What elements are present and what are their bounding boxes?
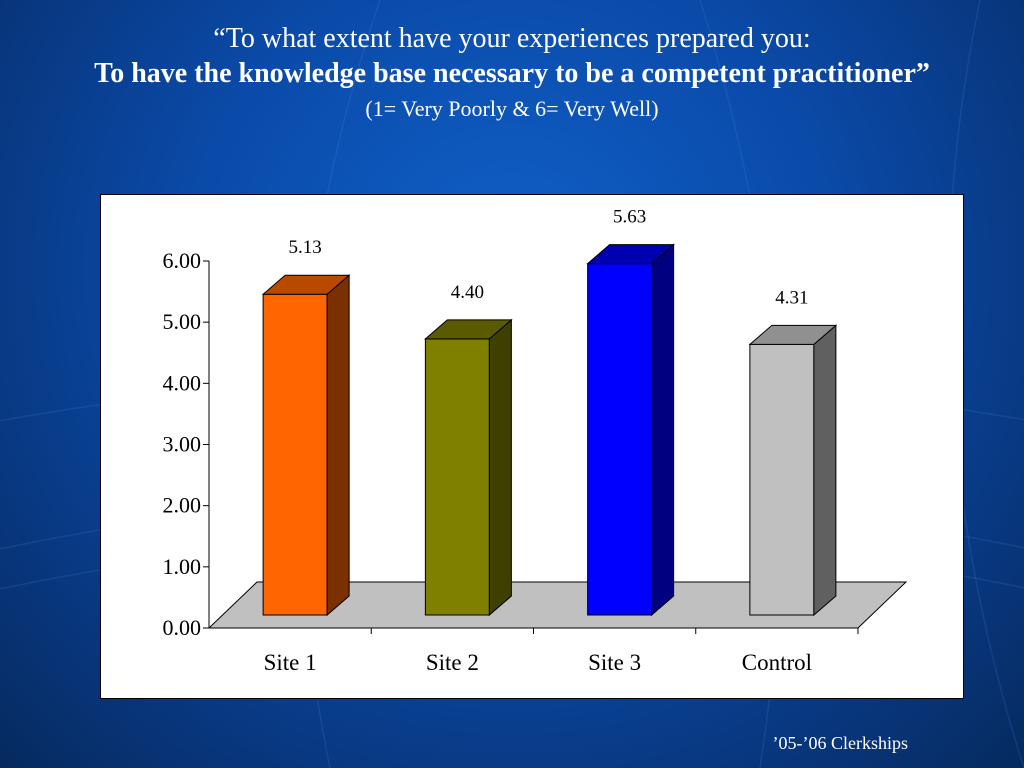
footer-note: ’05-’06 Clerkships xyxy=(772,733,908,753)
data-label: 5.63 xyxy=(613,207,646,228)
y-tick-label: 4.00 xyxy=(163,370,202,395)
title-topic: To have the knowledge base necessary to … xyxy=(94,58,930,89)
slide-title: “To what extent have your experiences pr… xyxy=(0,22,1024,124)
bar-chart: 0.00 1.00 2.00 3.00 4.00 5.00 6.00 5.13 Site 1 4.… xyxy=(163,207,908,675)
bar-top xyxy=(586,244,675,265)
bar-top xyxy=(424,319,513,340)
data-label: 5.13 xyxy=(289,237,322,258)
bar xyxy=(749,343,815,616)
title-question: “To what extent have your experiences pr… xyxy=(213,23,811,54)
x-tick-label: Control xyxy=(742,650,812,675)
bar xyxy=(262,293,328,616)
x-tick-label: Site 3 xyxy=(588,650,641,675)
data-label: 4.40 xyxy=(451,282,484,303)
bar-side xyxy=(651,243,675,617)
y-tick-label: 1.00 xyxy=(163,554,202,579)
chart-area: 0.00 1.00 2.00 3.00 4.00 5.00 6.00 5.13 Site 1 4.… xyxy=(100,194,964,699)
x-tick-label: Site 1 xyxy=(264,650,317,675)
bar xyxy=(587,263,653,616)
bar-side xyxy=(488,318,512,617)
y-tick-label: 0.00 xyxy=(163,615,202,640)
x-tick-label: Site 2 xyxy=(426,650,479,675)
bar-top xyxy=(261,274,351,295)
bar-top xyxy=(748,324,838,345)
bar-side xyxy=(813,324,837,617)
bar-side xyxy=(326,274,350,617)
title-scale-note: (1= Very Poorly & 6= Very Well) xyxy=(365,96,659,121)
y-tick-label: 6.00 xyxy=(163,248,202,273)
y-tick-label: 3.00 xyxy=(163,432,202,457)
data-label: 4.31 xyxy=(775,287,808,308)
bar xyxy=(424,338,490,616)
y-tick-label: 5.00 xyxy=(163,309,202,334)
y-tick-label: 2.00 xyxy=(163,493,202,518)
